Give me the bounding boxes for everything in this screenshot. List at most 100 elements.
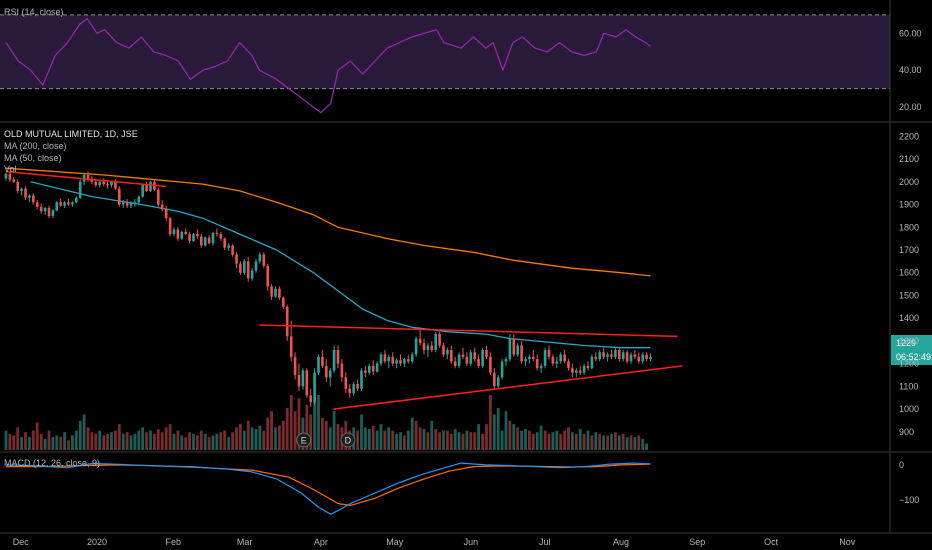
candle-body (489, 356, 492, 373)
volume-bar (231, 432, 234, 450)
candle-body (528, 356, 531, 360)
volume-bar (129, 435, 133, 450)
volume-bar (74, 430, 78, 450)
volume-bar (90, 432, 94, 450)
price-title: OLD MUTUAL LIMITED, 1D, JSE (4, 129, 138, 139)
candle-body (293, 356, 297, 375)
ma200-legend: MA (200, close) (4, 141, 67, 151)
time-tick-label: Aug (613, 537, 629, 547)
volume-bar (492, 414, 496, 450)
volume-bar (278, 425, 281, 450)
candle-body (289, 336, 293, 357)
volume-bar (332, 411, 336, 450)
volume-bar (571, 432, 574, 450)
candle-body (278, 288, 281, 298)
candle-body (633, 354, 637, 357)
candle-body (535, 359, 539, 369)
candle-body (469, 352, 473, 364)
candle-body (461, 354, 465, 357)
candle-body (160, 204, 164, 209)
candle-body (496, 377, 500, 387)
volume-bar (8, 433, 12, 450)
volume-bar (250, 427, 254, 450)
candle-body (4, 173, 8, 179)
candle-body (133, 202, 137, 204)
candle-body (137, 196, 141, 203)
volume-bar (633, 437, 637, 450)
macd-line (5, 462, 651, 515)
candle-body (328, 370, 332, 378)
candle-body (618, 350, 621, 360)
candle-body (649, 357, 652, 359)
candle-body (32, 195, 35, 203)
candle-body (508, 338, 512, 360)
volume-bar (324, 420, 328, 450)
event-marker-label: E (301, 436, 307, 446)
candle-body (317, 356, 320, 373)
macd-tick-label: −100 (899, 495, 919, 505)
price-tick-label: 1300 (899, 336, 919, 346)
candle-body (325, 365, 328, 378)
macd-tick-label: 0 (899, 460, 904, 470)
candle-body (407, 359, 410, 362)
time-tick-label: May (386, 537, 404, 547)
candle-body (98, 181, 101, 186)
volume-bar (614, 432, 617, 450)
candle-body (75, 197, 78, 203)
time-tick-label: Jul (539, 537, 551, 547)
candle-body (493, 372, 496, 387)
volume-bar (543, 430, 547, 450)
candle-body (20, 188, 23, 191)
candle-body (543, 350, 547, 366)
candle-body (524, 359, 527, 362)
volume-bar (317, 395, 320, 450)
candle-body (35, 202, 39, 207)
candle-body (94, 181, 98, 186)
candle-body (520, 345, 523, 362)
volume-bar (539, 425, 543, 450)
trendline-3 (5, 170, 166, 188)
candle-body (578, 370, 582, 373)
time-tick-label: Sep (689, 537, 705, 547)
candle-body (102, 181, 105, 185)
macd-pane[interactable] (5, 462, 651, 515)
candle-body (149, 181, 152, 191)
volume-bar (328, 427, 332, 450)
volume-bar (274, 427, 277, 450)
candle-body (629, 354, 633, 362)
volume-bar (512, 424, 516, 450)
price-tick-label: 1000 (899, 404, 919, 414)
volume-bar (321, 417, 324, 450)
volume-bar (520, 430, 523, 450)
candle-body (403, 359, 406, 364)
volume-bar (426, 432, 430, 450)
volume-bar (78, 420, 82, 450)
time-tick-label: Dec (13, 537, 30, 547)
price-tick-label: 1100 (899, 381, 918, 391)
volume-bar (367, 429, 371, 450)
candle-body (106, 184, 109, 186)
candle-body (610, 354, 613, 357)
price-tick-label: 1700 (899, 245, 919, 255)
candle-body (239, 263, 242, 273)
volume-bar (336, 424, 340, 450)
candle-body (309, 395, 312, 403)
candle-body (59, 202, 62, 206)
candle-body (582, 365, 586, 373)
candle-body (145, 185, 148, 191)
volume-bar (192, 433, 195, 450)
price-tick-label: 900 (899, 427, 914, 437)
candle-body (465, 356, 469, 364)
candle-body (575, 370, 578, 373)
last-price-label: 1229 (896, 338, 916, 348)
rsi-legend: RSI (14, close) (4, 7, 64, 17)
candle-body (481, 350, 484, 366)
volume-bar (645, 443, 648, 450)
volume-bar (360, 414, 363, 450)
volume-bar (180, 435, 184, 450)
rsi-pane[interactable] (0, 14, 890, 114)
volume-bar (125, 432, 129, 450)
candle-body (305, 370, 309, 396)
